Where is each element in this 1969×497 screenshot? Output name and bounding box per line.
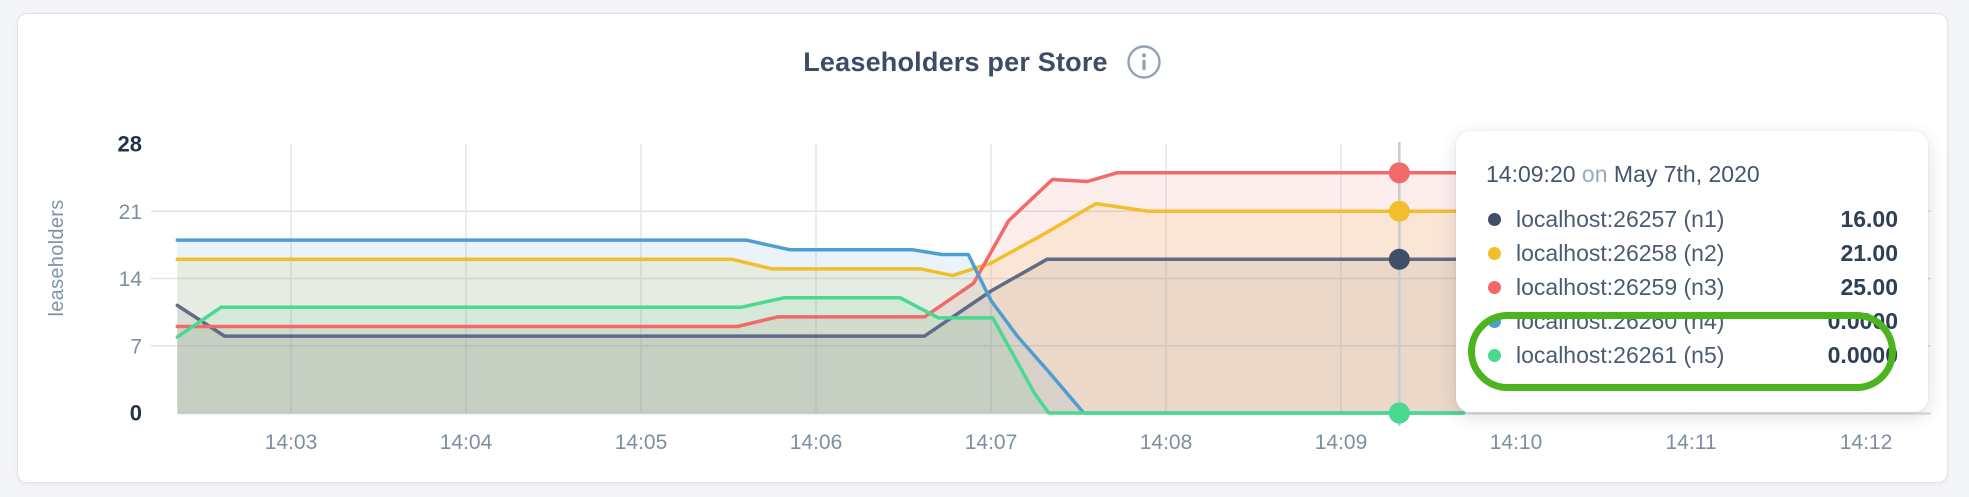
series-area <box>177 240 1464 413</box>
x-tick-label: 14:04 <box>440 431 493 454</box>
series-value: 25.00 <box>1840 273 1898 300</box>
hover-dot <box>1388 402 1410 424</box>
tooltip-series-list: localhost:26257 (n1) 16.00 localhost:26258… <box>1484 202 1898 372</box>
y-tick-label: 7 <box>130 335 142 358</box>
series-color-dot-icon <box>1488 280 1501 294</box>
series-color-dot-icon <box>1488 246 1501 260</box>
tooltip-series-row: localhost:26260 (n4) 0.0000 <box>1484 304 1898 338</box>
tooltip-time: 14:09:20 <box>1486 161 1576 187</box>
chart-card: Leaseholders per Store 0 7 14 21 28 14:03 14:0… <box>17 13 1948 483</box>
hover-dot <box>1388 200 1410 222</box>
tooltip-series-row: localhost:26258 (n2) 21.00 <box>1484 236 1898 270</box>
series-line <box>175 257 1466 338</box>
series-color-dot-icon <box>1488 314 1501 328</box>
x-tick-label: 14:05 <box>615 431 668 454</box>
y-axis-title: leaseholders <box>46 199 68 316</box>
tooltip-series-row: localhost:26257 (n1) 16.00 <box>1484 202 1898 236</box>
x-tick-label: 14:08 <box>1140 431 1193 454</box>
chart-header: Leaseholders per Store <box>18 44 1947 80</box>
info-icon[interactable] <box>1126 44 1162 80</box>
series-line <box>175 201 1466 278</box>
tooltip-series-row: localhost:26259 (n3) 25.00 <box>1484 270 1898 304</box>
series-line <box>175 238 1466 415</box>
series-value: 0.0000 <box>1827 341 1898 368</box>
hover-tooltip: 14:09:20 on May 7th, 2020 localhost:2625… <box>1456 131 1928 412</box>
series-name: localhost:26259 (n3) <box>1516 273 1725 300</box>
series-value: 0.0000 <box>1827 307 1898 334</box>
tooltip-timestamp: 14:09:20 on May 7th, 2020 <box>1486 161 1898 188</box>
page-title: Leaseholders per Store <box>803 46 1108 77</box>
x-tick-label: 14:06 <box>790 431 843 454</box>
series-area <box>177 172 1464 413</box>
y-tick-label: 28 <box>118 132 142 157</box>
series-name: localhost:26260 (n4) <box>1516 307 1725 334</box>
series-value: 21.00 <box>1840 239 1898 266</box>
hover-dot <box>1388 162 1410 184</box>
tooltip-on-word: on <box>1581 161 1608 187</box>
x-tick-label: 14:03 <box>265 431 318 454</box>
series-name: localhost:26258 (n2) <box>1516 239 1725 266</box>
x-tick-label: 14:09 <box>1315 431 1368 454</box>
series-color-dot-icon <box>1488 212 1501 226</box>
series-area <box>177 203 1464 413</box>
x-tick-label: 14:10 <box>1490 431 1543 454</box>
y-tick-label: 14 <box>119 268 143 291</box>
tooltip-series-row: localhost:26261 (n5) 0.0000 <box>1484 338 1898 372</box>
series-color-dot-icon <box>1488 348 1501 362</box>
series-name: localhost:26261 (n5) <box>1516 341 1725 368</box>
x-tick-label: 14:07 <box>965 431 1018 454</box>
y-tick-label: 21 <box>119 201 142 224</box>
series-line <box>175 171 1466 329</box>
x-tick-label: 14:11 <box>1666 431 1717 454</box>
tooltip-date: May 7th, 2020 <box>1613 161 1760 187</box>
series-line <box>175 295 1466 415</box>
hover-dot <box>1388 248 1410 270</box>
series-name: localhost:26257 (n1) <box>1516 205 1725 232</box>
x-tick-label: 14:12 <box>1840 431 1893 454</box>
series-value: 16.00 <box>1840 205 1898 232</box>
leaseholders-chart[interactable]: 0 7 14 21 28 14:03 14:04 14:05 14:06 14:07 14:08 14… <box>18 14 1947 482</box>
y-tick-label: 0 <box>130 401 142 426</box>
